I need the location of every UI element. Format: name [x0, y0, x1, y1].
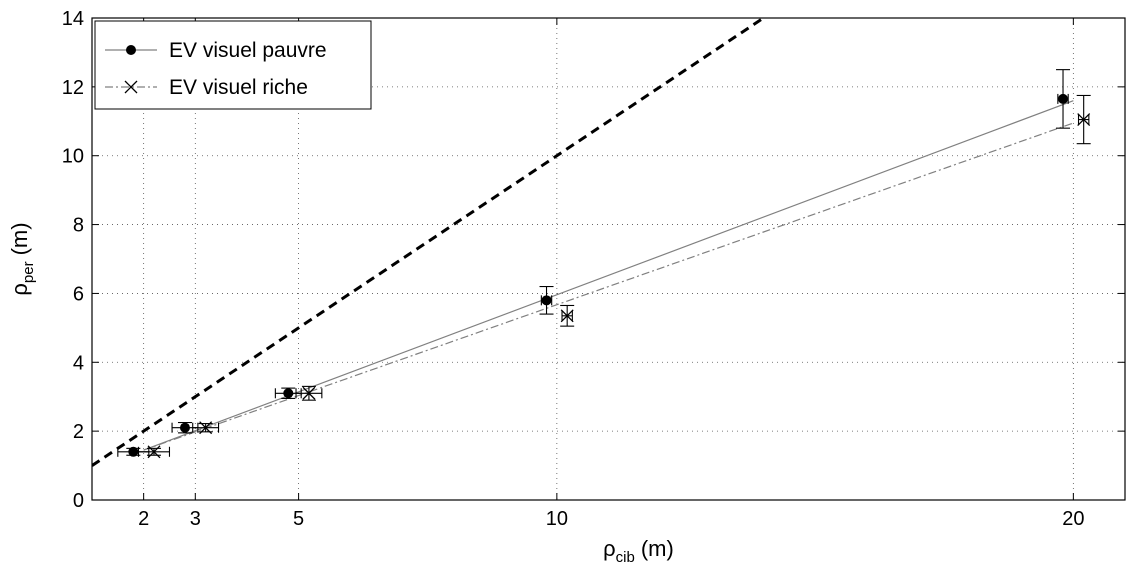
- y-tick-label-0: 0: [73, 490, 84, 512]
- x-tick-label-5: 5: [293, 508, 304, 530]
- x-axis-label: ρcib (m): [603, 536, 674, 566]
- y-tick-label-12: 12: [62, 77, 84, 99]
- x-tick-label-20: 20: [1062, 508, 1084, 530]
- y-tick-label-4: 4: [73, 352, 84, 374]
- y-tick-label-8: 8: [73, 215, 84, 237]
- x-axis-label-unit: (m): [641, 536, 674, 561]
- y-axis-label-sub: per: [20, 261, 37, 283]
- y-tick-label-6: 6: [73, 283, 84, 305]
- fit-line-series-1: [144, 123, 1074, 450]
- x-tick-label-10: 10: [546, 508, 568, 530]
- series-0-point-0-marker: [128, 447, 138, 457]
- legend: EV visuel pauvre EV visuel riche: [95, 21, 371, 109]
- fit-line-series-0: [144, 101, 1074, 450]
- fit-lines-layer: [144, 101, 1074, 450]
- x-tick-label-3: 3: [190, 508, 201, 530]
- y-tick-label-14: 14: [62, 8, 84, 30]
- y-tick-label-2: 2: [73, 421, 84, 443]
- y-tick-label-10: 10: [62, 146, 84, 168]
- x-axis-label-sub: cib: [616, 549, 635, 566]
- x-axis-label-main: ρ: [603, 536, 616, 561]
- legend-label-pauvre: EV visuel pauvre: [169, 39, 327, 62]
- series-0-point-3-marker: [542, 295, 552, 305]
- series-0-point-4-marker: [1058, 94, 1068, 104]
- series-0-point-2-marker: [283, 388, 293, 398]
- legend-label-riche: EV visuel riche: [169, 76, 308, 99]
- legend-marker-pauvre: [126, 45, 136, 55]
- y-axis-label-main: ρ: [7, 283, 32, 296]
- error-bars-layer: [118, 70, 1091, 457]
- y-axis-label-unit: (m): [7, 222, 32, 255]
- x-tick-label-2: 2: [138, 508, 149, 530]
- y-axis-label: ρper (m): [7, 222, 37, 295]
- series-0-point-1-marker: [180, 423, 190, 433]
